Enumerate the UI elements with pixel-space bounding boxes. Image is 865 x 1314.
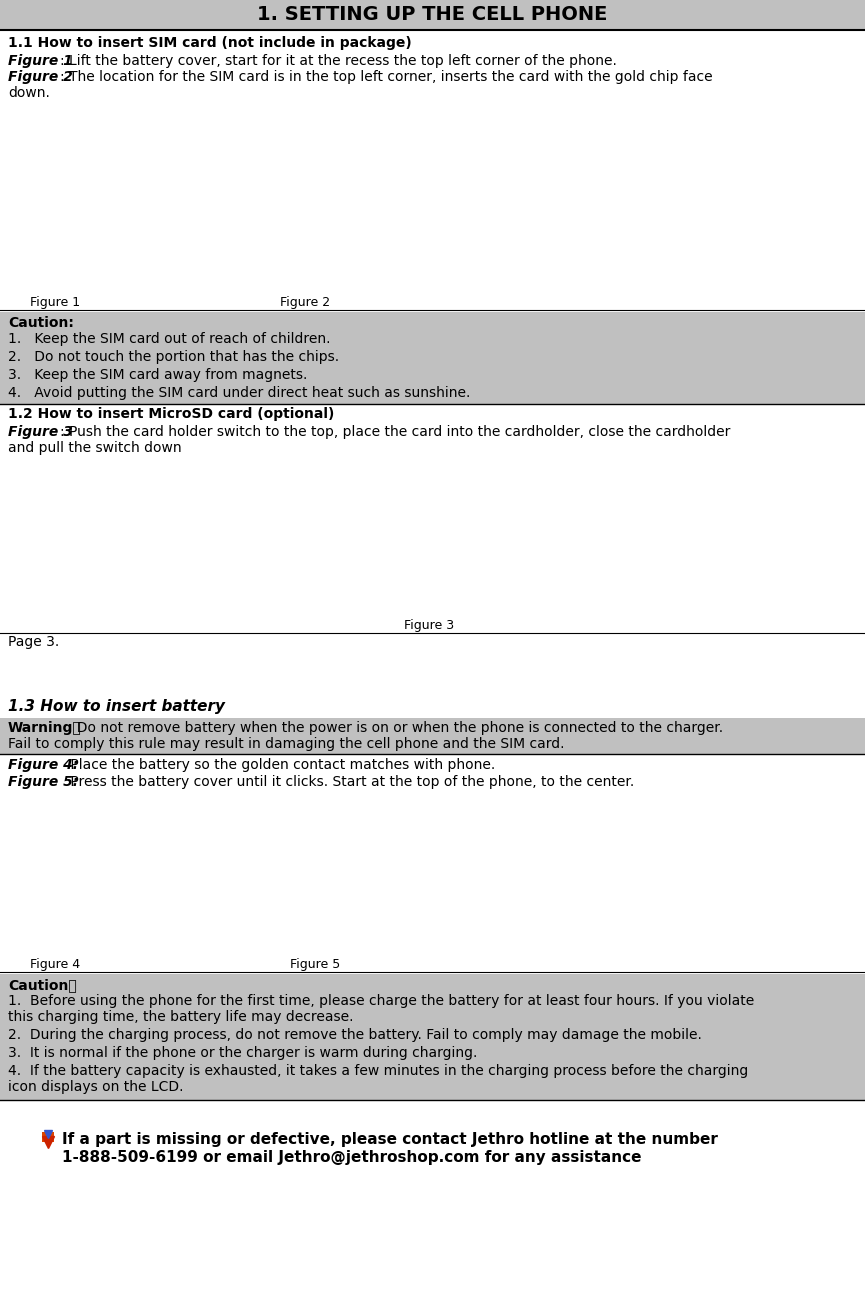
Bar (42, 1131, 54, 1142)
Text: Figure 5: Figure 5 (290, 958, 340, 971)
Text: Figure 4: Figure 4 (30, 958, 80, 971)
Text: Figure 3: Figure 3 (405, 619, 455, 632)
Text: Page 3.: Page 3. (8, 635, 59, 649)
Text: Place the battery so the golden contact matches with phone.: Place the battery so the golden contact … (66, 758, 496, 773)
Bar (0, 459, 865, 633)
Bar (0, 0, 865, 30)
Text: Press the battery cover until it clicks. Start at the top of the phone, to the c: Press the battery cover until it clicks.… (66, 775, 634, 788)
Text: Fail to comply this rule may result in damaging the cell phone and the SIM card.: Fail to comply this rule may result in d… (8, 737, 565, 752)
Text: Caution：: Caution： (8, 978, 77, 992)
Text: Figure 2: Figure 2 (280, 296, 330, 309)
Bar (0, 311, 865, 403)
Text: 4.  If the battery capacity is exhausted, it takes a few minutes in the charging: 4. If the battery capacity is exhausted,… (8, 1064, 748, 1077)
Text: Figure 1: Figure 1 (30, 296, 80, 309)
Bar (0, 794, 865, 972)
Text: icon displays on the LCD.: icon displays on the LCD. (8, 1080, 183, 1095)
Text: Warning：: Warning： (8, 721, 82, 735)
Text: 4.   Avoid putting the SIM card under direct heat such as sunshine.: 4. Avoid putting the SIM card under dire… (8, 386, 471, 399)
Bar (0, 106, 865, 306)
Text: 1.1 How to insert SIM card (not include in package): 1.1 How to insert SIM card (not include … (8, 35, 412, 50)
Text: 3.  It is normal if the phone or the charger is warm during charging.: 3. It is normal if the phone or the char… (8, 1046, 477, 1060)
Text: Figure 1: Figure 1 (8, 54, 73, 68)
Text: and pull the switch down: and pull the switch down (8, 442, 182, 455)
Text: : Push the card holder switch to the top, place the card into the cardholder, cl: : Push the card holder switch to the top… (60, 424, 730, 439)
Text: 1.3 How to insert battery: 1.3 How to insert battery (8, 699, 225, 714)
Text: If a part is missing or defective, please contact Jethro hotline at the number: If a part is missing or defective, pleas… (62, 1131, 718, 1147)
Text: 1. SETTING UP THE CELL PHONE: 1. SETTING UP THE CELL PHONE (257, 5, 608, 24)
Bar (0, 717, 865, 754)
Text: 1-888-509-6199 or email Jethro@jethroshop.com for any assistance: 1-888-509-6199 or email Jethro@jethrosho… (62, 1150, 642, 1166)
Text: Figure 3: Figure 3 (8, 424, 73, 439)
Text: Figure 4:: Figure 4: (8, 758, 78, 773)
Text: 2.  During the charging process, do not remove the battery. Fail to comply may d: 2. During the charging process, do not r… (8, 1028, 702, 1042)
Text: down.: down. (8, 85, 50, 100)
Text: Figure 5:: Figure 5: (8, 775, 78, 788)
Text: 1.2 How to insert MicroSD card (optional): 1.2 How to insert MicroSD card (optional… (8, 407, 335, 420)
Text: 3.   Keep the SIM card away from magnets.: 3. Keep the SIM card away from magnets. (8, 368, 307, 382)
Text: this charging time, the battery life may decrease.: this charging time, the battery life may… (8, 1010, 354, 1024)
Bar (0, 974, 865, 1100)
Text: 2.   Do not touch the portion that has the chips.: 2. Do not touch the portion that has the… (8, 350, 339, 364)
Text: : Lift the battery cover, start for it at the recess the top left corner of the : : Lift the battery cover, start for it a… (60, 54, 617, 68)
Text: Figure 2: Figure 2 (8, 70, 73, 84)
Text: 1.   Keep the SIM card out of reach of children.: 1. Keep the SIM card out of reach of chi… (8, 332, 330, 346)
Bar (0, 649, 865, 699)
Text: : The location for the SIM card is in the top left corner, inserts the card with: : The location for the SIM card is in th… (60, 70, 713, 84)
Text: Caution:: Caution: (8, 315, 74, 330)
Text: Do not remove battery when the power is on or when the phone is connected to the: Do not remove battery when the power is … (68, 721, 723, 735)
Text: 1.  Before using the phone for the first time, please charge the battery for at : 1. Before using the phone for the first … (8, 993, 754, 1008)
